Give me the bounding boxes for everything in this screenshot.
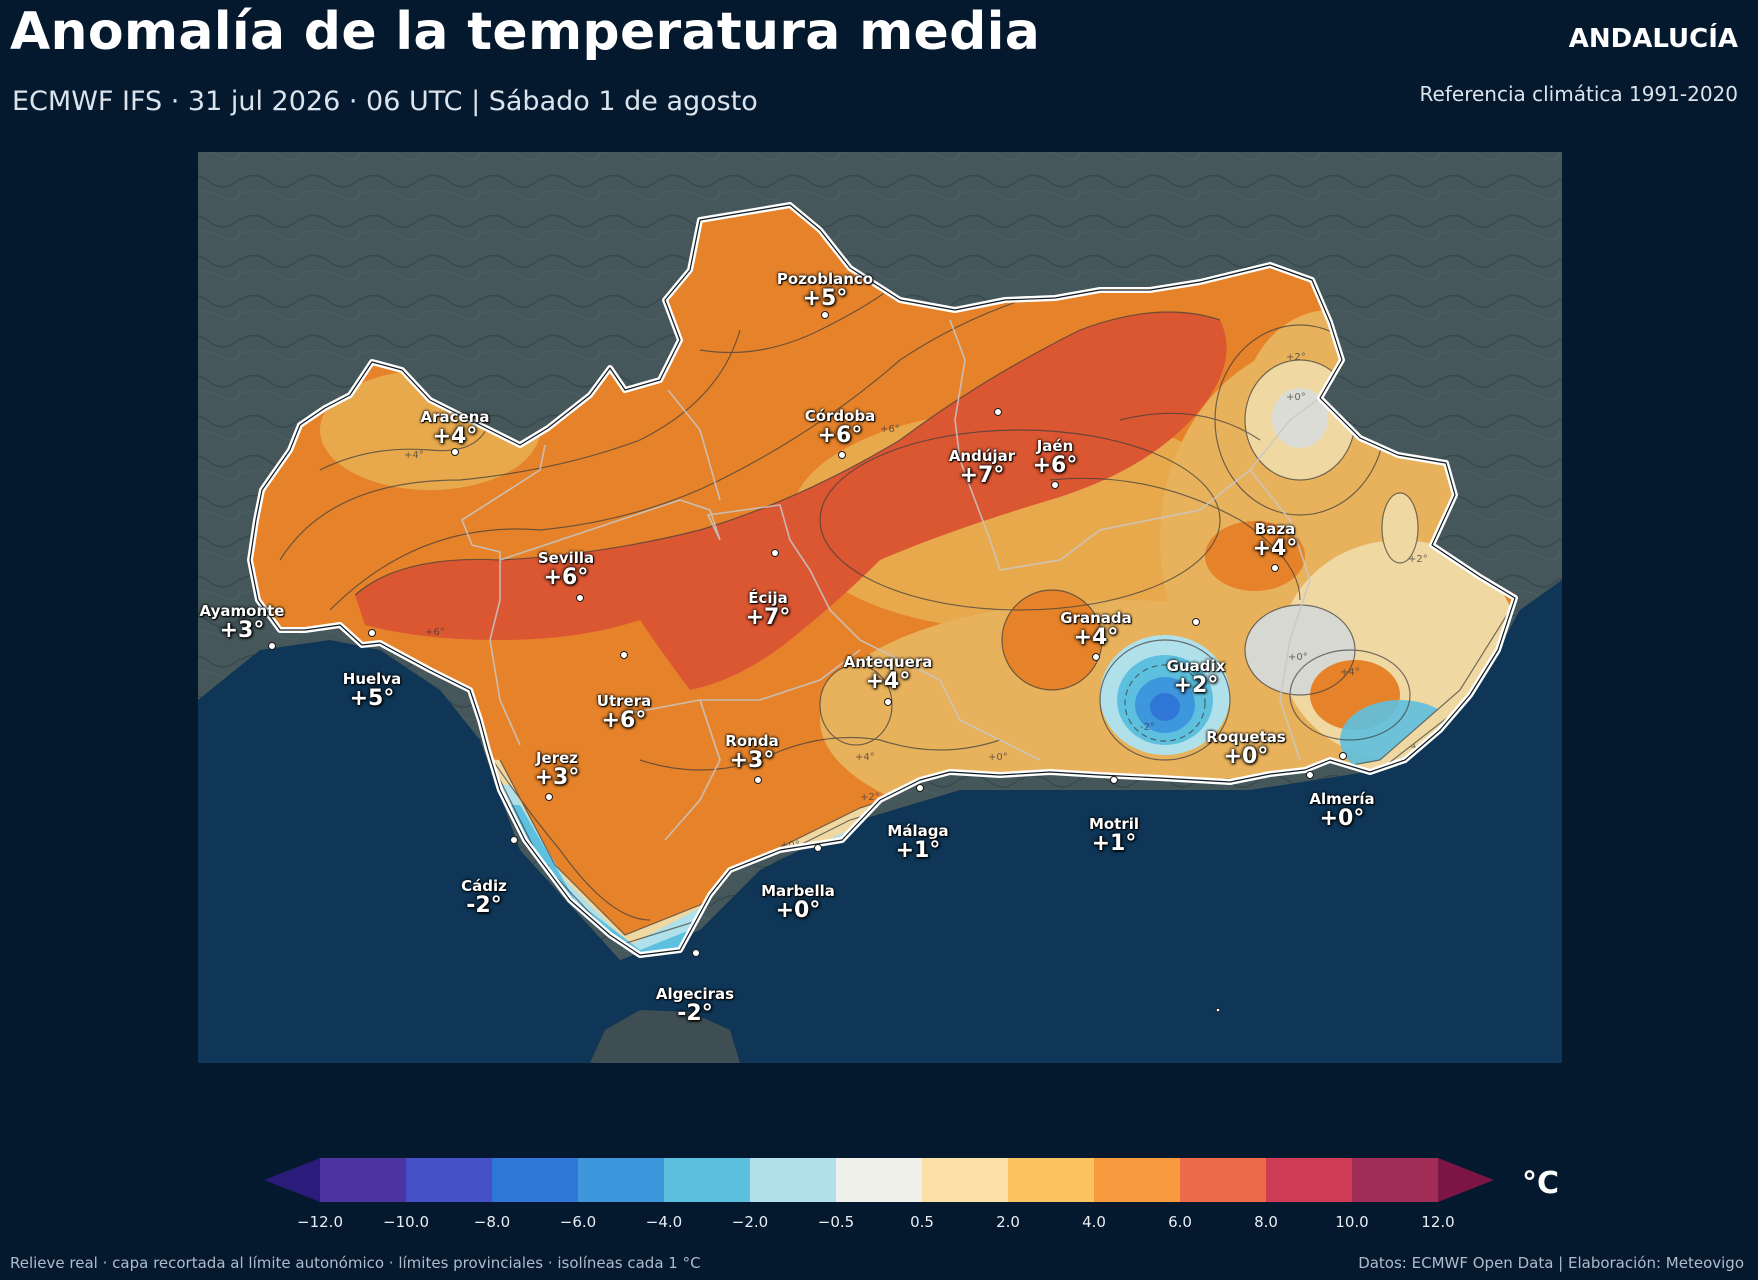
city-dot-cordoba bbox=[838, 451, 846, 459]
climate-reference: Referencia climática 1991-2020 bbox=[1419, 82, 1738, 106]
footer-method-note: Relieve real · capa recortada al límite … bbox=[10, 1254, 701, 1272]
city-dot-sevilla bbox=[576, 594, 584, 602]
colorbar-tick-label: 12.0 bbox=[1421, 1213, 1455, 1231]
colorbar-tick-label: −8.0 bbox=[473, 1213, 511, 1231]
colorbar-segment bbox=[406, 1158, 493, 1202]
colorbar-tick-label: 8.0 bbox=[1254, 1213, 1278, 1231]
isoline-label: +0° bbox=[1288, 652, 1308, 663]
colorbar-tick-label: 10.0 bbox=[1335, 1213, 1369, 1231]
colorbar-over-triangle bbox=[1438, 1158, 1494, 1202]
colorbar-tick-label: −4.0 bbox=[645, 1213, 683, 1231]
forecast-subtitle: ECMWF IFS · 31 jul 2026 · 06 UTC | Sábad… bbox=[12, 86, 758, 117]
city-dot-pozoblanco bbox=[821, 311, 829, 319]
colorbar-segment bbox=[664, 1158, 751, 1202]
colorbar-segment bbox=[1352, 1158, 1439, 1202]
city-dot-ecija bbox=[771, 549, 779, 557]
colorbar-segment bbox=[1094, 1158, 1181, 1202]
colorbar-tick-label: 6.0 bbox=[1168, 1213, 1192, 1231]
city-dot-ayamonte bbox=[268, 642, 276, 650]
city-dot-jaen bbox=[1051, 481, 1059, 489]
colorbar-tick-label: −6.0 bbox=[559, 1213, 597, 1231]
colorbar-tick-label: 4.0 bbox=[1082, 1213, 1106, 1231]
city-dot-antequera bbox=[884, 698, 892, 706]
colorbar-segment bbox=[1180, 1158, 1267, 1202]
colorbar-tick-label: −10.0 bbox=[383, 1213, 429, 1231]
colorbar-segment bbox=[836, 1158, 923, 1202]
colorbar-segment bbox=[1266, 1158, 1353, 1202]
city-dot-andujar bbox=[994, 408, 1002, 416]
colorbar-segment bbox=[750, 1158, 837, 1202]
city-dot-ronda bbox=[754, 776, 762, 784]
colorbar-segment bbox=[1008, 1158, 1095, 1202]
colorbar-under-triangle bbox=[264, 1158, 320, 1202]
city-dot-marbella bbox=[814, 844, 822, 852]
city-markers bbox=[268, 311, 1347, 1013]
colorbar bbox=[264, 1158, 1494, 1202]
sea-area bbox=[198, 580, 1562, 1063]
city-dot-baza bbox=[1271, 564, 1279, 572]
city-dot-cadiz bbox=[510, 836, 518, 844]
city-dot-aracena bbox=[451, 448, 459, 456]
colorbar-segment bbox=[578, 1158, 665, 1202]
city-dot-motril bbox=[1110, 776, 1118, 784]
footer-credits: Datos: ECMWF Open Data | Elaboración: Me… bbox=[1358, 1254, 1744, 1272]
colorbar-ticks: −12.0 −10.0 −8.0 −6.0 −4.0 −2.0 −0.5 0.5 2.0 4.0 6… bbox=[0, 1213, 1758, 1233]
isoline-label: +6° bbox=[425, 627, 445, 638]
city-dot-algeciras bbox=[692, 949, 700, 957]
anomaly-map: +4° +6° +2° +6° +4° +2° +0° +0° +2° +0° … bbox=[198, 152, 1562, 1063]
isoline-label: -2° bbox=[1140, 722, 1155, 733]
isoline-label: +4° bbox=[404, 450, 424, 461]
colorbar-tick-label: 2.0 bbox=[996, 1213, 1020, 1231]
isoline-label: +0° bbox=[988, 752, 1008, 763]
city-dot-malaga bbox=[916, 784, 924, 792]
colorbar-tick-label: −0.5 bbox=[817, 1213, 855, 1231]
isoline-label: +4° bbox=[1340, 667, 1360, 678]
isoline-label: +2° bbox=[1286, 352, 1306, 363]
isoline-label: +6° bbox=[880, 424, 900, 435]
colorbar-tick-label: −2.0 bbox=[731, 1213, 769, 1231]
isoline-label: +0° bbox=[1286, 392, 1306, 403]
isoline-label: +2° bbox=[1408, 554, 1428, 565]
city-dot-granada bbox=[1092, 653, 1100, 661]
colorbar-unit: °C bbox=[1522, 1166, 1560, 1201]
colorbar-tick-label: −12.0 bbox=[297, 1213, 343, 1231]
city-dot-utrera bbox=[620, 651, 628, 659]
provincial-borders bbox=[461, 319, 1321, 841]
city-dot-huelva bbox=[368, 629, 376, 637]
isoline-label: +4° bbox=[855, 752, 875, 763]
colorbar-segment bbox=[320, 1158, 407, 1202]
colorbar-tick-label: 0.5 bbox=[910, 1213, 934, 1231]
city-dot-jerez bbox=[545, 793, 553, 801]
isoline-label: +2° bbox=[860, 792, 880, 803]
region-label: ANDALUCÍA bbox=[1568, 24, 1738, 54]
colorbar-segment bbox=[492, 1158, 579, 1202]
map-title: Anomalía de la temperatura media bbox=[10, 2, 1041, 62]
city-dot-guadix bbox=[1192, 618, 1200, 626]
city-dot-almeria bbox=[1339, 752, 1347, 760]
colorbar-segment bbox=[922, 1158, 1009, 1202]
city-dot-roquetas bbox=[1306, 771, 1314, 779]
